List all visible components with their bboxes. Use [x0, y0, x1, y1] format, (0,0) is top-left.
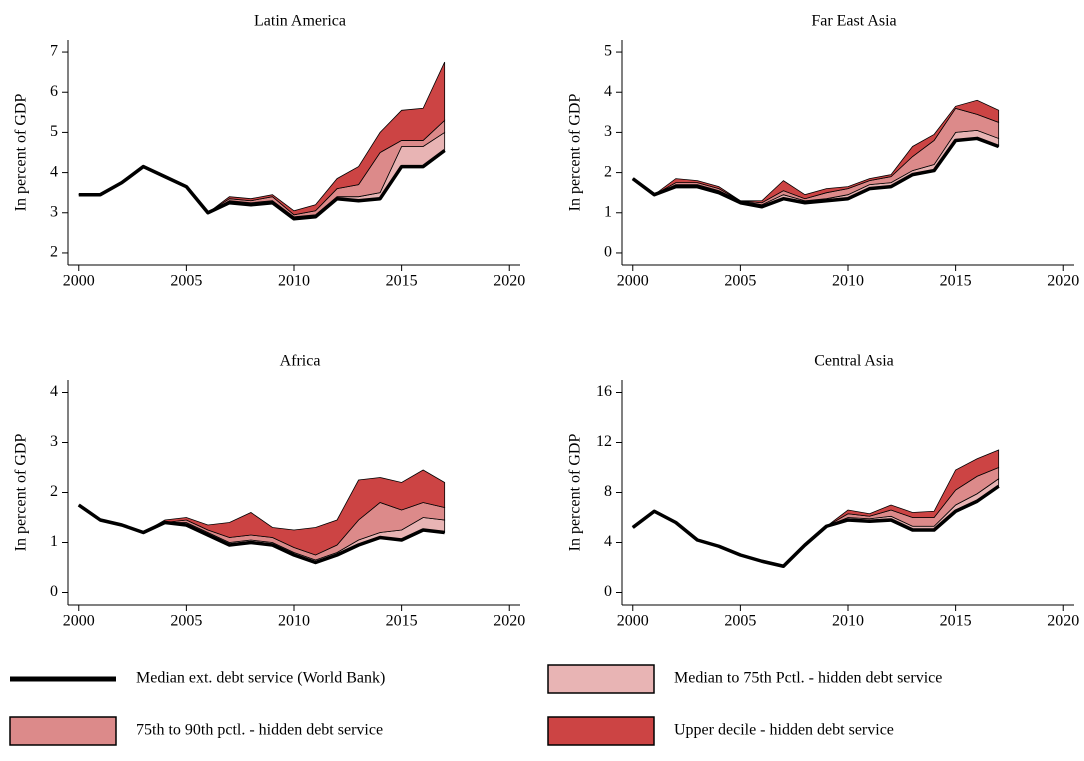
y-tick-label: 3 — [50, 433, 58, 450]
band-area — [632, 99, 1000, 204]
x-tick-label: 2010 — [832, 613, 864, 630]
panel: Central Asia 0 4 8 12 16 2000 2005 2010 2015 2020 I… — [567, 353, 1080, 630]
legend-swatch — [547, 716, 655, 746]
median-line — [631, 136, 1000, 209]
x-tick-label: 2020 — [493, 273, 525, 290]
x-tick-label: 2010 — [278, 613, 310, 630]
y-tick-label: 4 — [604, 533, 612, 550]
legend-label: Upper decile - hidden debt service — [674, 722, 894, 739]
x-tick-label: 2000 — [63, 273, 95, 290]
x-tick-label: 2010 — [832, 273, 864, 290]
band-area — [78, 61, 446, 216]
y-tick-label: 5 — [50, 123, 58, 140]
band-area — [78, 469, 446, 556]
legend-swatch — [9, 716, 117, 746]
legend-label: 75th to 90th pctl. - hidden debt service — [136, 722, 383, 739]
y-tick-label: 1 — [604, 203, 612, 220]
x-tick-label: 2000 — [617, 273, 649, 290]
y-tick-label: 2 — [50, 244, 58, 261]
y-tick-label: 6 — [50, 83, 58, 100]
y-tick-label: 1 — [50, 533, 58, 550]
y-tick-label: 3 — [50, 203, 58, 220]
y-tick-label: 16 — [596, 383, 612, 400]
chart-title: Africa — [280, 353, 321, 370]
x-tick-label: 2015 — [940, 273, 972, 290]
legend-label: Median ext. debt service (World Bank) — [136, 670, 385, 687]
legend-label: Median to 75th Pctl. - hidden debt servi… — [674, 670, 942, 687]
chart-title: Latin America — [254, 13, 346, 30]
y-axis-label: In percent of GDP — [567, 434, 584, 552]
y-tick-label: 8 — [604, 483, 612, 500]
panel: Far East Asia 0 1 2 3 4 5 2000 2005 2010 2015 2020 I… — [567, 13, 1080, 290]
y-tick-label: 7 — [50, 43, 58, 60]
y-tick-label: 0 — [50, 583, 58, 600]
y-tick-label: 5 — [604, 43, 612, 60]
panel: Africa 0 1 2 3 4 2000 2005 2010 2015 2020 In percen… — [13, 353, 526, 630]
y-tick-label: 2 — [50, 483, 58, 500]
y-tick-label: 4 — [604, 83, 612, 100]
x-tick-label: 2010 — [278, 273, 310, 290]
y-axis-label: In percent of GDP — [13, 434, 30, 552]
x-tick-label: 2005 — [724, 273, 756, 290]
median-line — [77, 503, 445, 565]
x-tick-label: 2000 — [617, 613, 649, 630]
chart-title: Far East Asia — [811, 13, 896, 30]
x-tick-label: 2015 — [386, 273, 418, 290]
chart-title: Central Asia — [814, 353, 894, 370]
x-tick-label: 2020 — [1047, 613, 1079, 630]
y-axis-label: In percent of GDP — [13, 94, 30, 212]
x-tick-label: 2005 — [724, 613, 756, 630]
x-tick-label: 2005 — [170, 273, 202, 290]
x-tick-label: 2015 — [940, 613, 972, 630]
panel: Latin America 2 3 4 5 6 7 2000 2005 2010 2015 2020 I… — [13, 13, 526, 290]
y-axis-label: In percent of GDP — [567, 94, 584, 212]
legend-swatch — [547, 664, 655, 694]
x-tick-label: 2020 — [1047, 273, 1079, 290]
x-tick-label: 2005 — [170, 613, 202, 630]
x-tick-label: 2000 — [63, 613, 95, 630]
median-line — [78, 149, 446, 221]
y-tick-label: 0 — [604, 244, 612, 261]
y-tick-label: 3 — [604, 123, 612, 140]
y-tick-label: 4 — [50, 163, 58, 180]
x-tick-label: 2020 — [493, 613, 525, 630]
x-tick-label: 2015 — [386, 613, 418, 630]
y-tick-label: 2 — [604, 163, 612, 180]
y-tick-label: 0 — [604, 583, 612, 600]
median-line — [631, 484, 1000, 568]
band-area — [632, 466, 1000, 567]
y-tick-label: 4 — [50, 383, 58, 400]
y-tick-label: 12 — [596, 433, 612, 450]
